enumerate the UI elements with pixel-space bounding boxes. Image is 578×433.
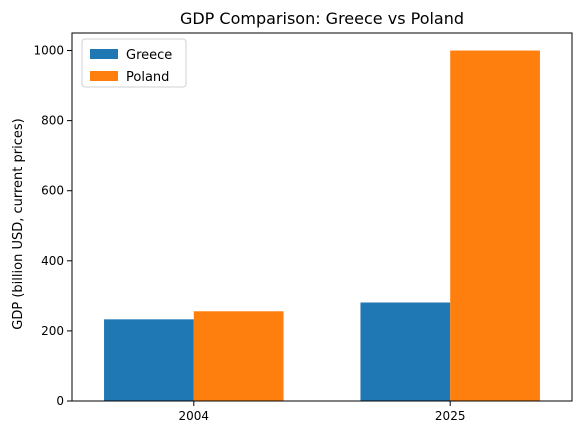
y-tick-label: 600	[41, 184, 64, 198]
legend-swatch-poland	[90, 71, 118, 81]
legend-label-poland: Poland	[126, 70, 169, 85]
bar-greece-2004	[104, 319, 194, 401]
plot-area: 0 200 400 600 800 1000 2004 2025	[33, 32, 573, 423]
legend-label-greece: Greece	[126, 48, 172, 63]
bar-poland-2004	[193, 311, 284, 401]
legend-swatch-greece	[90, 49, 118, 59]
plot-frame	[71, 32, 573, 402]
y-tick-label: 800	[41, 114, 64, 128]
y-tick-label: 200	[41, 324, 64, 338]
x-tick-label: 2025	[435, 409, 466, 423]
chart-title: GDP Comparison: Greece vs Poland	[180, 9, 464, 28]
legend: Greece Poland	[81, 38, 187, 88]
x-tick-label: 2004	[179, 409, 210, 423]
y-tick-label: 1000	[33, 44, 64, 58]
bar-poland-2025	[450, 50, 540, 402]
y-tick-label: 0	[56, 394, 64, 408]
bar-greece-2025	[360, 302, 451, 401]
y-tick-label: 400	[41, 254, 64, 268]
y-axis-label: GDP (billion USD, current prices)	[11, 118, 26, 329]
